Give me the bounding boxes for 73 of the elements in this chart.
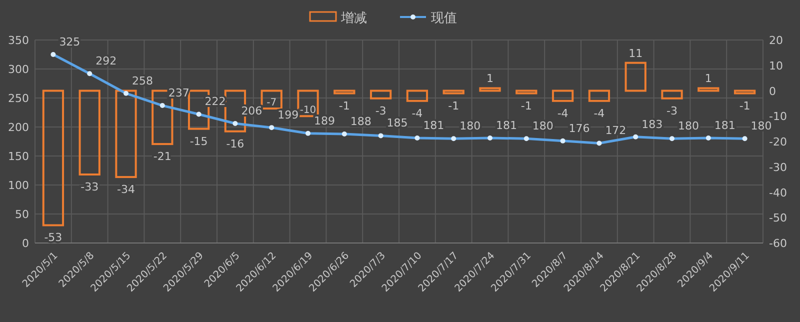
data-label: 258 [132,74,153,88]
data-label: 185 [386,116,408,130]
data-label: 292 [96,54,117,68]
data-label: 188 [350,114,372,128]
bar [588,90,610,102]
data-label: -7 [266,98,277,109]
bar [115,90,137,178]
y-tick-label: 50 [15,208,29,221]
bar [734,90,756,94]
bar [370,90,392,100]
bar [334,90,356,94]
y-tick-label: 150 [8,150,29,163]
y2-tick-label: -50 [769,212,787,225]
data-label: 180 [678,120,699,133]
data-label: -53 [44,231,62,244]
data-label: 180 [750,120,772,133]
data-label: 11 [628,46,643,60]
data-label: 181 [496,119,517,132]
data-label: 199 [278,108,299,122]
bar [661,90,683,100]
y2-tick-label: -40 [769,186,787,200]
y-tick-label: 0 [22,237,29,250]
y2-tick-label: -10 [769,110,787,124]
data-label: 1 [486,72,494,86]
bar [297,90,319,118]
data-label: 325 [59,36,80,48]
bar [698,87,720,92]
data-label: -21 [153,150,172,164]
bar [260,90,282,110]
bar [624,62,646,92]
data-label: 180 [532,120,554,133]
data-label: -4 [412,106,423,120]
y-tick-label: 300 [8,63,29,76]
data-label: 181 [714,119,736,132]
legend-label: 增减 [340,11,367,26]
y2-tick-label: 20 [769,34,783,47]
bar [78,90,100,176]
data-label: -4 [557,106,568,120]
data-label: -3 [666,104,678,118]
data-label: 181 [423,119,444,132]
data-label: 1 [704,72,712,86]
bar [516,90,538,94]
y-tick-label: 250 [8,92,29,105]
data-label: -15 [190,134,208,148]
data-label: -1 [520,99,532,112]
data-label: 176 [568,122,590,135]
bar [552,90,574,102]
data-label: -1 [338,99,350,112]
data-label: 172 [605,124,626,138]
data-label: -10 [300,105,316,116]
y-tick-label: 100 [8,179,29,192]
y2-tick-label: -30 [769,160,787,174]
bar [406,90,428,102]
data-label: -1 [739,99,750,112]
bar [442,90,464,94]
y-tick-label: 200 [8,121,29,134]
legend-label: 现值 [431,11,457,26]
data-label: -16 [226,137,244,150]
y2-tick-label: 0 [769,84,776,98]
data-label: 183 [642,118,663,131]
data-label: -4 [594,106,605,120]
data-label: -1 [448,99,460,112]
y2-tick-label: 10 [769,59,783,72]
y-tick-label: 350 [8,34,29,47]
data-label: 189 [314,114,335,128]
bar [42,90,64,226]
data-label: -3 [375,104,386,118]
bar [479,87,501,92]
data-label: -34 [117,183,135,196]
y2-tick-label: -20 [769,136,787,148]
data-label: -33 [80,180,99,194]
y2-tick-label: -60 [769,237,787,250]
data-label: 180 [460,120,481,133]
